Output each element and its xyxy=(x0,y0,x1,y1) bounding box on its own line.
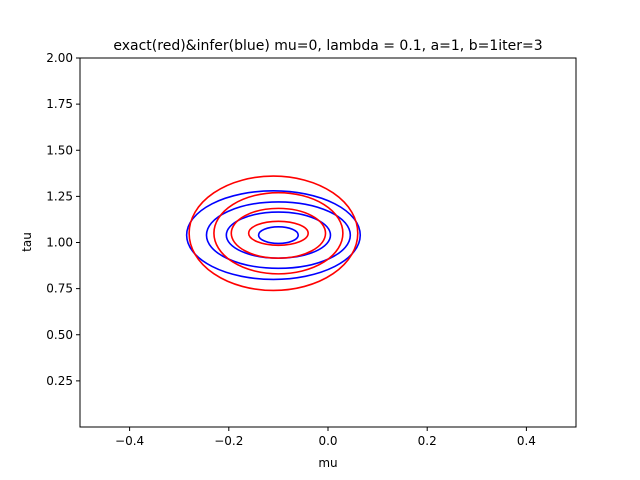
chart-title: exact(red)&infer(blue) mu=0, lambda = 0.… xyxy=(113,38,542,54)
contour-line-1-2 xyxy=(213,191,344,275)
x-tick-label: 0.0 xyxy=(318,434,337,448)
y-tick-label: 0.75 xyxy=(46,282,73,296)
contour-line-0-2 xyxy=(205,201,352,270)
y-axis: 0.25 0.50 0.75 1.00 1.25 1.50 1.75 2.00 xyxy=(46,51,80,388)
y-axis-label: tau xyxy=(20,232,34,252)
y-tick-label: 2.00 xyxy=(46,51,73,65)
contour-line-0-1 xyxy=(225,211,332,259)
y-tick-label: 1.25 xyxy=(46,189,73,203)
contour-line-0-0 xyxy=(257,226,300,245)
x-tick-label: 0.2 xyxy=(418,434,437,448)
x-axis-label: mu xyxy=(318,456,337,470)
x-axis: −0.4 −0.2 0.0 0.2 0.4 xyxy=(115,427,536,448)
x-tick-label: −0.2 xyxy=(214,434,243,448)
y-tick-label: 1.75 xyxy=(46,97,73,111)
x-tick-label: −0.4 xyxy=(115,434,144,448)
contour-line-1-0 xyxy=(247,220,309,247)
plot-marks xyxy=(185,175,362,292)
contour-line-1-3 xyxy=(188,175,359,292)
contour-line-1-1 xyxy=(230,207,327,259)
y-tick-label: 0.25 xyxy=(46,374,73,388)
y-tick-label: 0.50 xyxy=(46,328,73,342)
x-tick-label: 0.4 xyxy=(517,434,536,448)
y-tick-label: 1.00 xyxy=(46,236,73,250)
contour-line-0-3 xyxy=(185,190,362,281)
y-tick-label: 1.50 xyxy=(46,143,73,157)
